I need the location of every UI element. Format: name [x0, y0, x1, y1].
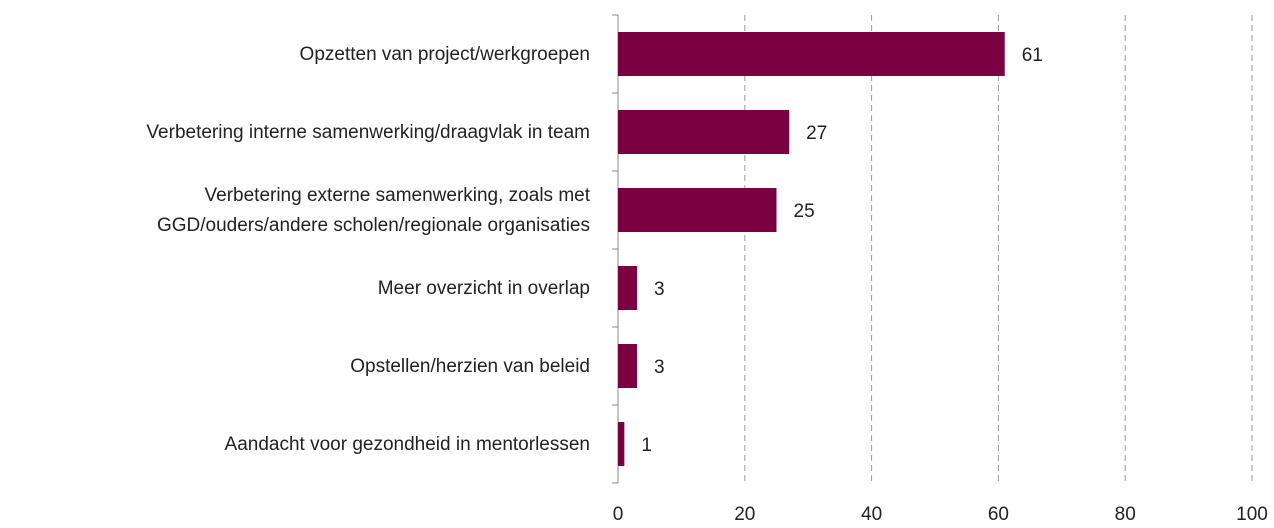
y-tick-label: Opstellen/herzien van beleid — [350, 356, 590, 377]
x-tick-label: 40 — [861, 504, 882, 525]
bar — [618, 188, 777, 232]
value-label: 27 — [806, 123, 827, 144]
bar — [618, 266, 638, 310]
x-tick-label: 100 — [1236, 504, 1268, 525]
x-tick-label: 60 — [988, 504, 1009, 525]
y-tick-label: Verbetering externe samenwerking, zoals … — [156, 185, 590, 236]
x-tick-label: 0 — [613, 504, 624, 525]
y-tick-label: Verbetering interne samenwerking/draagvl… — [146, 122, 590, 143]
bar — [618, 32, 1005, 76]
x-tick-label: 20 — [734, 504, 755, 525]
x-tick-label: 80 — [1115, 504, 1136, 525]
value-label: 61 — [1022, 45, 1043, 66]
y-tick-label: Opzetten van project/werkgroepen — [299, 44, 590, 65]
bar — [618, 344, 638, 388]
value-label: 25 — [794, 201, 815, 222]
y-tick-label: Aandacht voor gezondheid in mentorlessen — [224, 434, 590, 455]
y-tick-label: Meer overzicht in overlap — [377, 278, 590, 299]
value-label: 3 — [654, 279, 665, 300]
bar — [618, 422, 625, 466]
value-label: 3 — [654, 357, 665, 378]
bar — [618, 110, 790, 154]
value-label: 1 — [641, 435, 652, 456]
